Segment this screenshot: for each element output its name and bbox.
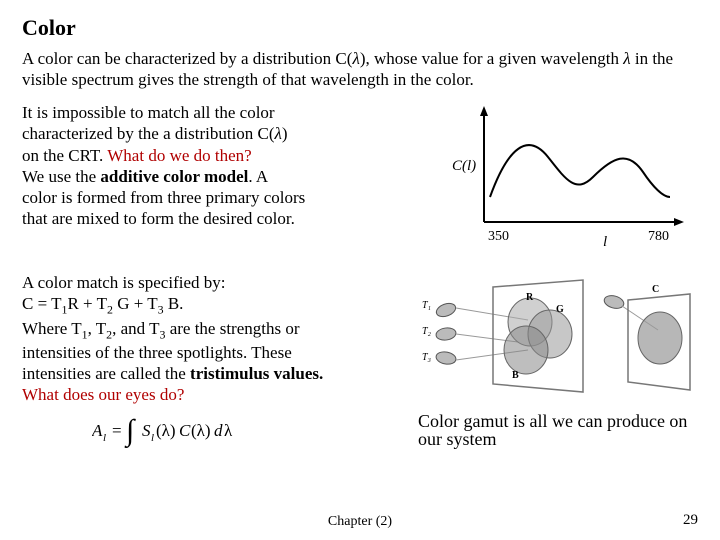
p2-l6: that are mixed to form the desired color… (22, 209, 295, 228)
p3-bold: tristimulus values. (190, 364, 323, 383)
label-b: B (512, 370, 519, 381)
p3-l3c: , and T (112, 319, 159, 338)
chart-xmin: 350 (488, 229, 509, 244)
p2-l1: It is impossible to match all the color (22, 103, 275, 122)
color-mixing-diagram: R G B T₁ T₂ T₃ C Color gamut is all we c… (418, 272, 698, 448)
spectrum-chart: C(l) 350 780 l (448, 102, 698, 256)
integral-formula: A l = ∫ S l (λ) C (λ) d λ (92, 412, 262, 448)
svg-text:∫: ∫ (124, 414, 136, 448)
svg-text:=: = (112, 421, 122, 440)
p2-l2b: ) (282, 124, 288, 143)
lambda-icon: λ (352, 49, 359, 68)
lambda-icon: λ (275, 124, 282, 143)
intro-pre: A color can be characterized by a distri… (22, 49, 352, 68)
label-g: G (556, 304, 564, 315)
row-para2-chart: It is impossible to match all the color … (22, 102, 698, 256)
t3-label: T₃ (422, 352, 432, 363)
svg-text:(λ): (λ) (156, 421, 176, 440)
svg-text:S: S (142, 421, 151, 440)
intro-paragraph: A color can be characterized by a distri… (22, 48, 698, 91)
p2-l2a: characterized by the a distribution C( (22, 124, 275, 143)
p2-l5: color is formed from three primary color… (22, 188, 305, 207)
projector-icon (603, 294, 625, 311)
lambda-icon: λ (623, 49, 630, 68)
t1-label: T₁ (422, 300, 431, 311)
svg-text:λ: λ (224, 421, 233, 440)
p3-l1: A color match is specified by: (22, 273, 225, 292)
p2-l4c: . A (248, 167, 268, 186)
p2-l3a: on the CRT. (22, 146, 107, 165)
chapter-footer: Chapter (2) (0, 513, 720, 531)
p3-l2b: R + T (67, 294, 107, 313)
paragraph-2: It is impossible to match all the color … (22, 102, 434, 256)
p3-l4: intensities of the three spotlights. The… (22, 343, 292, 362)
projector-icon (435, 350, 457, 365)
projector-icon (435, 327, 456, 342)
p2-l4a: We use the (22, 167, 100, 186)
gamut-caption: Color gamut is all we can produce on our… (418, 412, 698, 448)
page-title: Color (22, 14, 698, 42)
arrow-up-icon (480, 106, 488, 116)
p3-question2: What does our eyes do? (22, 385, 184, 404)
svg-text:C: C (179, 421, 191, 440)
svg-text:(λ): (λ) (191, 421, 211, 440)
page-number: 29 (683, 511, 698, 530)
p3-l3b: , T (88, 319, 107, 338)
p3-l2a: C = T (22, 294, 62, 313)
projector-icon (435, 301, 458, 319)
p2-question1: What do we do then? (107, 146, 251, 165)
p3-l5a: intensities are called the (22, 364, 190, 383)
intro-mid: ), whose value for a given wavelength (360, 49, 623, 68)
p3-l2d: B. (164, 294, 184, 313)
p3-l3a: Where T (22, 319, 82, 338)
label-c: C (652, 284, 659, 295)
svg-text:d: d (214, 421, 223, 440)
chart-xlabel: l (603, 234, 607, 250)
chart-ylabel: C(l) (452, 158, 476, 174)
t2-label: T₂ (422, 326, 432, 337)
circle-b (504, 326, 548, 374)
p3-l2c: G + T (113, 294, 158, 313)
p3-l3d: are the strengths or (165, 319, 299, 338)
row-para3-diagram: A color match is specified by: C = T1R +… (22, 272, 698, 448)
svg-text:l: l (103, 432, 106, 444)
svg-text:A: A (92, 421, 103, 440)
label-r: R (526, 292, 534, 303)
circle-c (638, 312, 682, 364)
spectrum-curve (490, 145, 670, 197)
paragraph-3: A color match is specified by: C = T1R +… (22, 272, 404, 448)
svg-text:l: l (151, 432, 154, 444)
arrow-right-icon (674, 218, 684, 226)
p2-bold: additive color model (100, 167, 248, 186)
chart-xmax: 780 (648, 229, 669, 244)
